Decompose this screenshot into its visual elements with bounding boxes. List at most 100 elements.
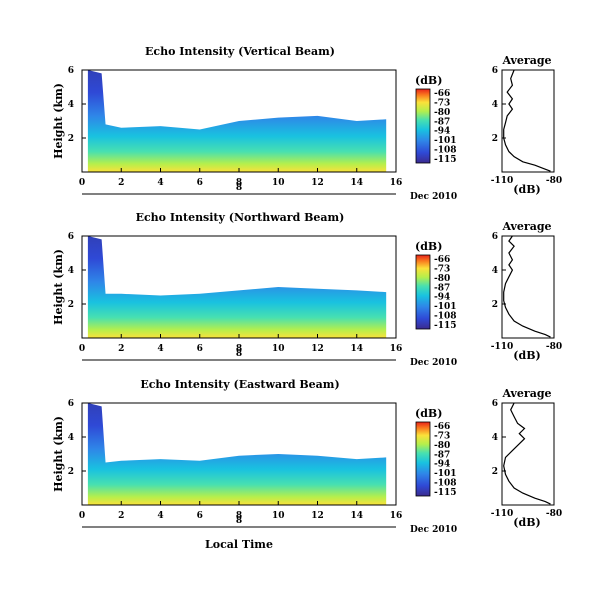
profile-y-tick-label: 4 xyxy=(492,433,498,443)
colorbar-tick-label: -94 xyxy=(434,127,450,137)
x-tick-label: 12 xyxy=(311,344,324,354)
profile-x-tick-label: -80 xyxy=(546,176,562,186)
y-tick-label: 6 xyxy=(68,66,74,76)
profile-x-tick-label: -80 xyxy=(546,509,562,519)
x-tick-label: 6 xyxy=(197,344,203,354)
date-label: Dec 2010 xyxy=(410,192,457,202)
profile-xlabel: (dB) xyxy=(513,349,540,362)
x-tick-label: 0 xyxy=(79,511,85,521)
profile-y-tick-label: 6 xyxy=(492,232,498,242)
colorbar-tick-label: -108 xyxy=(434,479,457,489)
x-axis-label: Local Time xyxy=(205,538,273,551)
x-tick-label: 2 xyxy=(118,511,124,521)
chart-title: Echo Intensity (Vertical Beam) xyxy=(145,45,335,58)
x-axis: 0 2 4 6 8 10 12 14 16 xyxy=(79,168,402,188)
x-tick-label: 4 xyxy=(157,511,163,521)
y-axis: 2 4 6 xyxy=(68,66,86,144)
x-tick-label: 14 xyxy=(350,511,363,521)
colorbar: (dB) -66-73-80-87-94-101-108-115 xyxy=(415,407,457,498)
colorbar: (dB) -66-73-80-87-94-101-108-115 xyxy=(415,74,457,165)
x-axis: 0 2 4 6 8 10 12 14 16 xyxy=(79,334,402,354)
date-bar: 8 xyxy=(82,349,396,361)
echo-layer xyxy=(87,236,387,338)
average-profile: Average 2 4 6 -110 -80 (dB) xyxy=(491,54,562,196)
x-tick-label: 8 xyxy=(236,344,242,354)
colorbar-unit: (dB) xyxy=(415,407,442,420)
date-label: Dec 2010 xyxy=(410,358,457,368)
profile-y-tick-label: 2 xyxy=(492,134,498,144)
chart-title: Echo Intensity (Northward Beam) xyxy=(136,211,345,224)
y-axis-label: Height (km) xyxy=(52,249,65,325)
colorbar-tick-label: -80 xyxy=(434,441,450,451)
x-tick-label: 6 xyxy=(197,511,203,521)
colorbar-tick-label: -73 xyxy=(434,264,450,274)
profile-series-line xyxy=(503,235,551,338)
y-tick-label: 6 xyxy=(68,232,74,242)
colorbar-tick-label: -66 xyxy=(434,255,450,265)
x-tick-label: 4 xyxy=(157,344,163,354)
echo-layer xyxy=(87,403,387,505)
x-tick-label: 16 xyxy=(390,178,403,188)
colorbar-tick-label: -94 xyxy=(434,460,450,470)
y-axis: 2 4 6 xyxy=(68,232,86,310)
profile-x-tick-label: -110 xyxy=(491,342,514,352)
date-bar: 8 xyxy=(82,183,396,195)
y-tick-label: 4 xyxy=(68,100,74,110)
colorbar-tick-label: -87 xyxy=(434,283,450,293)
profile-x-tick-label: -110 xyxy=(491,176,514,186)
y-tick-label: 2 xyxy=(68,467,74,477)
colorbar-tick-label: -115 xyxy=(434,321,457,331)
colorbar-tick-label: -66 xyxy=(434,422,450,432)
colorbar-tick-label: -80 xyxy=(434,108,450,118)
colorbar-tick-label: -73 xyxy=(434,431,450,441)
profile-y-tick-label: 6 xyxy=(492,399,498,409)
profile-y-tick-label: 4 xyxy=(492,100,498,110)
date-marker: 8 xyxy=(236,516,242,526)
colorbar-tick-label: -115 xyxy=(434,155,457,165)
colorbar-tick-label: -66 xyxy=(434,89,450,99)
heatmap-area xyxy=(81,235,397,339)
average-profile: Average 2 4 6 -110 -80 (dB) xyxy=(491,220,562,362)
profile-xlabel: (dB) xyxy=(513,183,540,196)
x-tick-label: 16 xyxy=(390,344,403,354)
x-tick-label: 6 xyxy=(197,178,203,188)
heatmap-area xyxy=(81,402,397,506)
x-tick-label: 4 xyxy=(157,178,163,188)
profile-y-tick-label: 2 xyxy=(492,300,498,310)
colorbar-tick-label: -87 xyxy=(434,117,450,127)
date-marker: 8 xyxy=(236,349,242,359)
profile-series-line xyxy=(503,69,551,172)
x-tick-label: 0 xyxy=(79,178,85,188)
y-tick-label: 2 xyxy=(68,134,74,144)
panel-eastward-beam: Echo Intensity (Eastward Beam) 0 2 4 6 8 10 12… xyxy=(52,378,562,535)
y-tick-label: 4 xyxy=(68,433,74,443)
x-tick-label: 8 xyxy=(236,511,242,521)
average-profile: Average 2 4 6 -110 -80 (dB) xyxy=(491,387,562,529)
colorbar-tick-label: -101 xyxy=(434,302,457,312)
colorbar-tick-label: -115 xyxy=(434,488,457,498)
panel-vertical-beam: Echo Intensity (Vertical Beam) 0 2 4 6 8 10 12… xyxy=(52,45,562,202)
colorbar-tick-label: -108 xyxy=(434,146,457,156)
panel-northward-beam: Echo Intensity (Northward Beam) 0 2 4 6 8 10 1… xyxy=(52,211,562,368)
colorbar-unit: (dB) xyxy=(415,240,442,253)
date-label: Dec 2010 xyxy=(410,525,457,535)
colorbar-tick-label: -101 xyxy=(434,469,457,479)
colorbar-tick-label: -101 xyxy=(434,136,457,146)
date-marker: 8 xyxy=(236,183,242,193)
x-tick-label: 12 xyxy=(311,178,324,188)
profile-title: Average xyxy=(501,387,551,400)
x-tick-label: 0 xyxy=(79,344,85,354)
x-tick-label: 10 xyxy=(272,511,285,521)
date-bar: 8 xyxy=(82,516,396,528)
y-tick-label: 2 xyxy=(68,300,74,310)
chart-title: Echo Intensity (Eastward Beam) xyxy=(140,378,339,391)
colorbar-tick-label: -87 xyxy=(434,450,450,460)
y-axis: 2 4 6 xyxy=(68,399,86,477)
heatmap-area xyxy=(81,69,397,173)
x-tick-label: 14 xyxy=(350,344,363,354)
profile-y-tick-label: 4 xyxy=(492,266,498,276)
colorbar-tick-label: -80 xyxy=(434,274,450,284)
x-tick-label: 8 xyxy=(236,178,242,188)
colorbar-tick-label: -94 xyxy=(434,293,450,303)
